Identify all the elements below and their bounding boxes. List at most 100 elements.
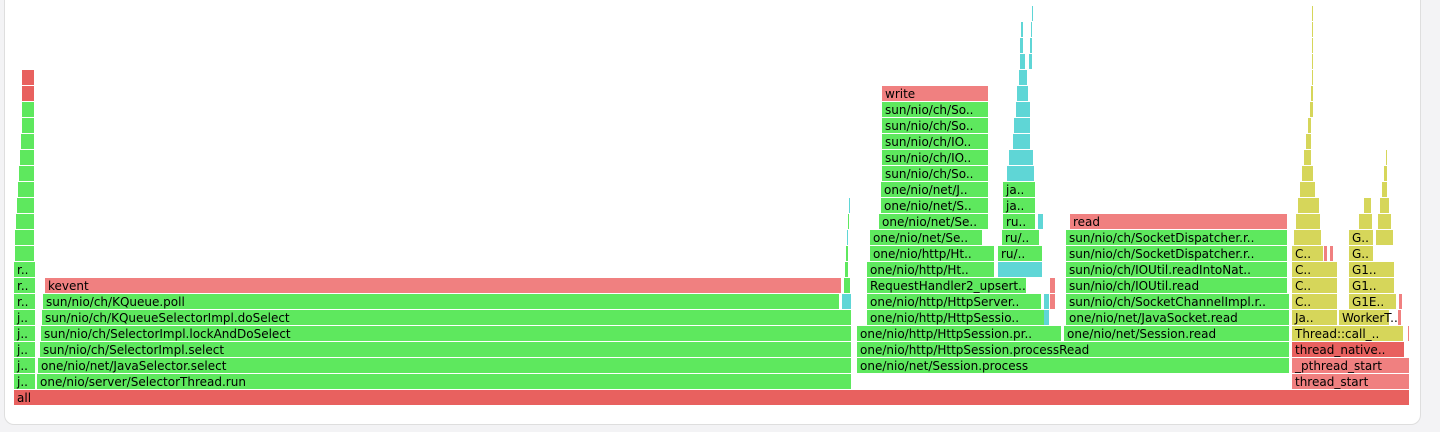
frame-bar[interactable]	[19, 166, 34, 181]
flame-frame[interactable]: one/nio/net/Se..	[870, 230, 982, 245]
flame-frame[interactable]: one/nio/net/J..	[881, 182, 988, 197]
flame-frame[interactable]: one/nio/net/Session.read	[1064, 326, 1289, 341]
frame-bar[interactable]	[846, 246, 848, 261]
flame-frame[interactable]: write	[882, 86, 988, 101]
flame-frame[interactable]: one/nio/net/Se..	[879, 214, 988, 229]
flame-frame[interactable]	[1294, 230, 1321, 245]
frame-bar[interactable]	[1349, 230, 1373, 245]
flame-frame[interactable]	[1311, 86, 1313, 101]
frame-bar[interactable]	[1009, 150, 1033, 165]
frame-bar[interactable]	[14, 262, 35, 277]
flame-frame[interactable]: RequestHandler2_upsert..	[867, 278, 1026, 293]
flame-frame[interactable]: j..	[14, 374, 35, 389]
flame-frame[interactable]	[1298, 198, 1319, 213]
frame-bar[interactable]	[18, 182, 34, 197]
flame-frame[interactable]	[1007, 166, 1034, 181]
frame-bar[interactable]	[1312, 54, 1313, 69]
flame-frame[interactable]	[848, 214, 849, 229]
frame-bar[interactable]	[1021, 22, 1023, 37]
frame-bar[interactable]	[1380, 198, 1389, 213]
frame-bar[interactable]	[40, 342, 851, 357]
flame-frame[interactable]	[1408, 326, 1409, 341]
flame-frame[interactable]: one/nio/http/HttpSessio..	[867, 310, 1046, 325]
frame-bar[interactable]	[1312, 22, 1313, 37]
flame-frame[interactable]: j..	[14, 310, 35, 325]
frame-bar[interactable]	[847, 230, 848, 245]
flame-frame[interactable]: sun/nio/ch/SocketDispatcher.r..	[1066, 246, 1287, 261]
frame-bar[interactable]	[20, 150, 34, 165]
flame-frame[interactable]	[1300, 182, 1315, 197]
flame-frame[interactable]	[1013, 134, 1030, 149]
flame-frame[interactable]: G..	[1349, 246, 1373, 261]
frame-bar[interactable]	[867, 310, 1046, 325]
frame-bar[interactable]	[1044, 294, 1049, 309]
frame-bar[interactable]	[14, 374, 35, 389]
flame-frame[interactable]	[1302, 166, 1313, 181]
flame-frame[interactable]	[1014, 118, 1030, 133]
flame-frame[interactable]	[1304, 150, 1311, 165]
flame-frame[interactable]	[1030, 38, 1032, 53]
flame-frame[interactable]: sun/nio/ch/SelectorImpl.lockAndDoSelect	[41, 326, 851, 341]
flame-frame[interactable]	[1019, 70, 1027, 85]
flame-frame[interactable]: sun/nio/ch/So..	[882, 102, 988, 117]
frame-bar[interactable]	[1070, 214, 1287, 229]
frame-bar[interactable]	[1066, 262, 1287, 277]
flame-frame[interactable]	[849, 198, 850, 213]
frame-bar[interactable]	[1359, 214, 1372, 229]
frame-bar[interactable]	[1044, 310, 1049, 325]
frame-bar[interactable]	[1066, 246, 1287, 261]
flame-frame[interactable]	[15, 246, 34, 261]
frame-bar[interactable]	[882, 102, 988, 117]
frame-bar[interactable]	[1002, 230, 1039, 245]
scrollbar-track[interactable]	[1424, 0, 1436, 432]
frame-bar[interactable]	[14, 294, 35, 309]
flame-frame[interactable]	[1296, 214, 1320, 229]
frame-bar[interactable]	[14, 310, 35, 325]
frame-bar[interactable]	[1020, 38, 1023, 53]
frame-bar[interactable]	[15, 230, 34, 245]
frame-bar[interactable]	[1064, 326, 1289, 341]
flame-frame[interactable]	[1312, 54, 1313, 69]
frame-bar[interactable]	[849, 198, 850, 213]
flame-frame[interactable]: one/nio/http/HttpSession.pr..	[857, 326, 1061, 341]
frame-bar[interactable]	[1306, 134, 1311, 149]
frame-bar[interactable]	[1364, 198, 1371, 213]
flame-frame[interactable]: one/nio/net/S..	[881, 198, 988, 213]
flame-frame[interactable]: ru..	[1003, 214, 1035, 229]
frame-bar[interactable]	[1016, 102, 1030, 117]
flame-frame[interactable]: sun/nio/ch/SocketDispatcher.r..	[1066, 230, 1287, 245]
flame-frame[interactable]	[1399, 294, 1402, 309]
frame-bar[interactable]	[1408, 326, 1409, 341]
frame-bar[interactable]	[14, 326, 35, 341]
frame-bar[interactable]	[1030, 38, 1032, 53]
frame-bar[interactable]	[1349, 262, 1394, 277]
frame-bar[interactable]	[1050, 278, 1055, 293]
frame-bar[interactable]	[1310, 102, 1313, 117]
frame-bar[interactable]	[1292, 262, 1337, 277]
flame-frame[interactable]: read	[1070, 214, 1287, 229]
flame-frame[interactable]: j..	[14, 358, 35, 373]
frame-bar[interactable]	[1330, 246, 1333, 261]
flame-frame[interactable]: all	[14, 390, 1409, 405]
flame-frame[interactable]	[1021, 22, 1023, 37]
frame-bar[interactable]	[1066, 230, 1287, 245]
flame-frame[interactable]: sun/nio/ch/SelectorImpl.select	[40, 342, 851, 357]
flame-frame[interactable]	[1020, 38, 1023, 53]
flame-frame[interactable]	[17, 198, 34, 213]
flame-frame[interactable]	[1306, 134, 1311, 149]
frame-bar[interactable]	[857, 342, 1289, 357]
frame-bar[interactable]	[1294, 230, 1321, 245]
flame-frame[interactable]	[1378, 214, 1391, 229]
flame-frame[interactable]	[842, 294, 851, 309]
frame-bar[interactable]	[881, 198, 988, 213]
frame-bar[interactable]	[1013, 134, 1030, 149]
flame-frame[interactable]: _pthread_start	[1292, 358, 1409, 373]
flame-frame[interactable]	[1044, 294, 1049, 309]
flame-frame[interactable]: Thread::call_..	[1292, 326, 1403, 341]
frame-bar[interactable]	[882, 166, 988, 181]
flame-frame[interactable]	[846, 246, 848, 261]
frame-bar[interactable]	[1376, 230, 1393, 245]
flame-frame[interactable]: one/nio/http/Ht..	[870, 246, 994, 261]
flame-frame[interactable]: thread_native..	[1292, 342, 1404, 357]
frame-bar[interactable]	[14, 278, 35, 293]
